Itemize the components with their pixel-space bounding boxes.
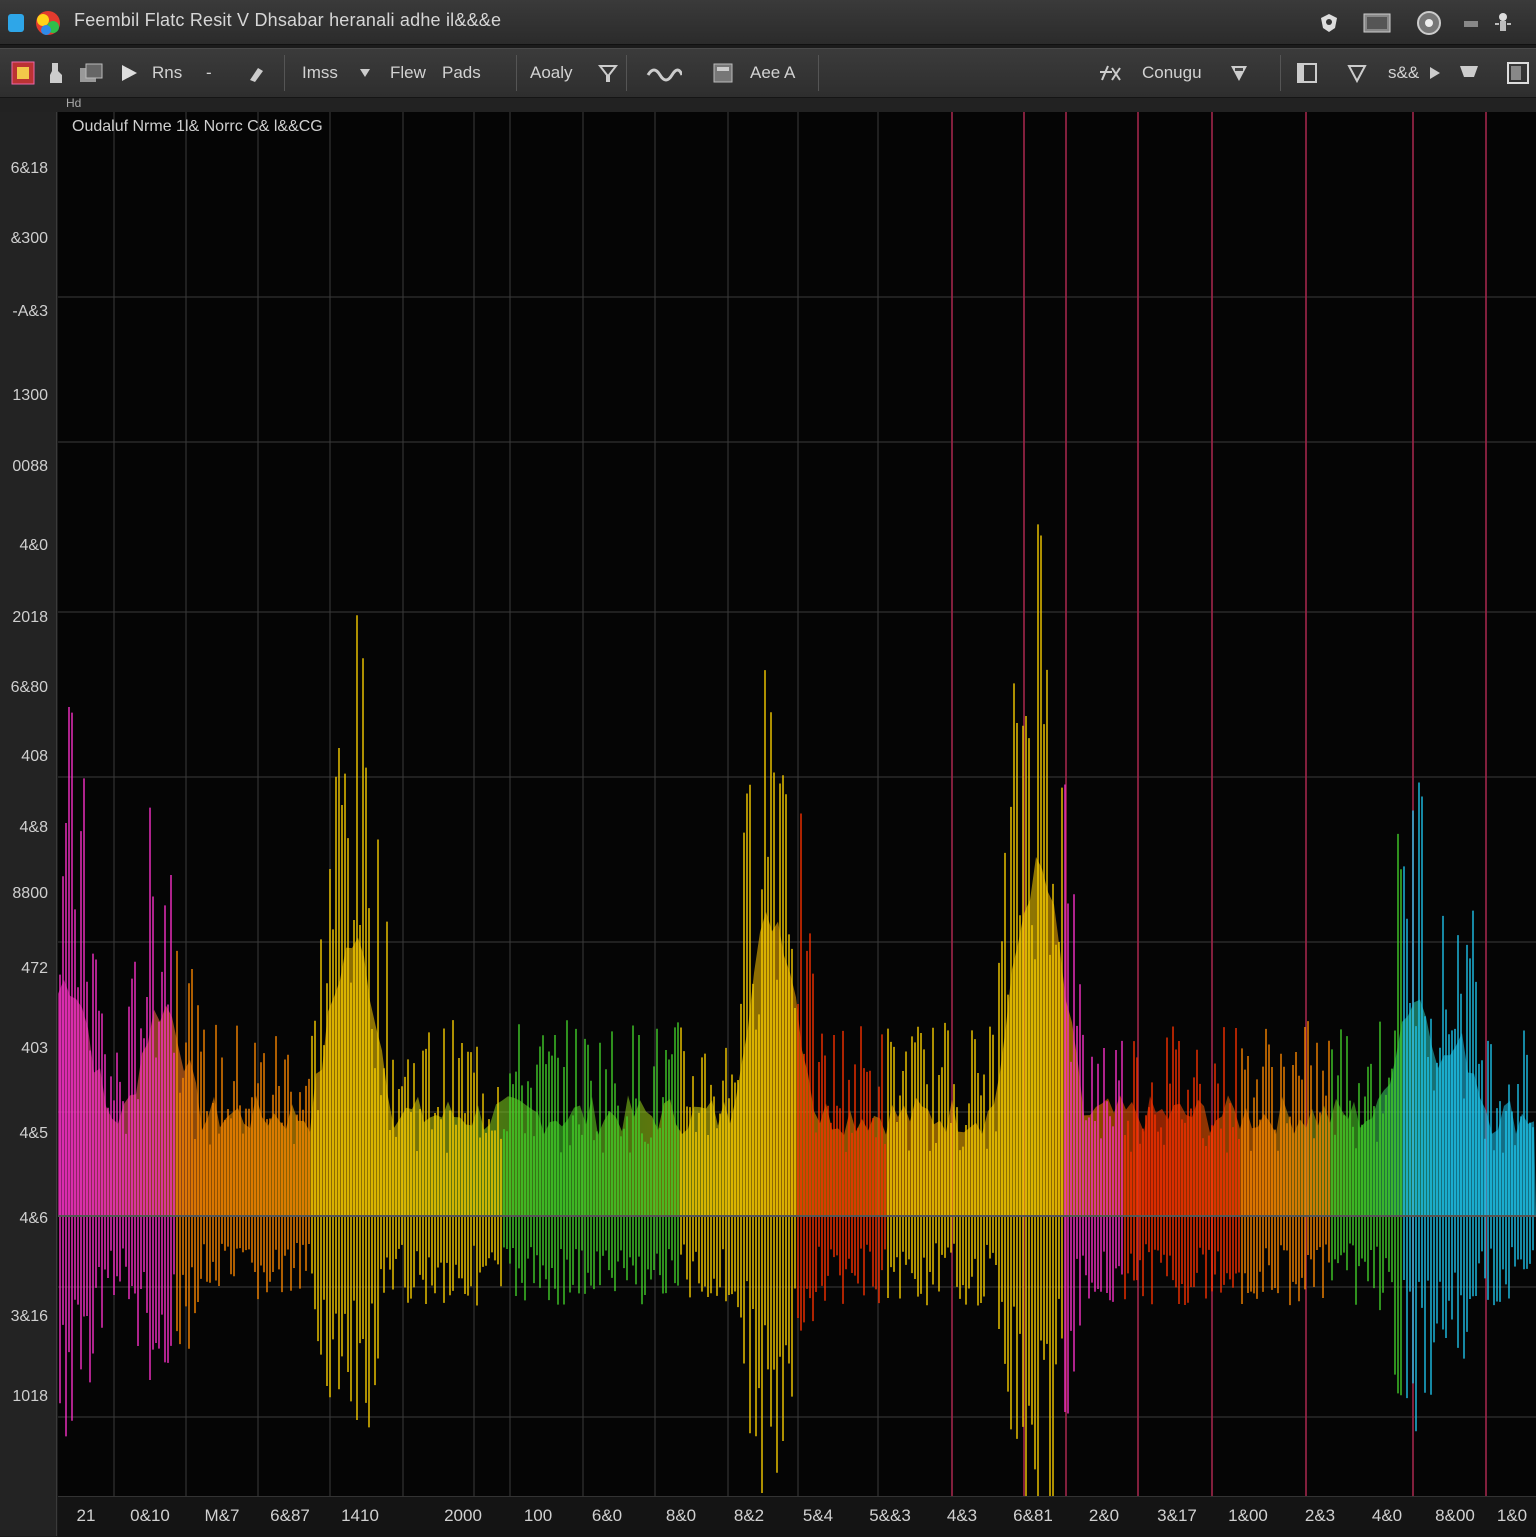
x-tick-label: 8&0 — [665, 1506, 697, 1525]
apply-button[interactable]: Aoaly — [530, 57, 573, 89]
y-tick-label: 3&16 — [10, 1308, 48, 1325]
settings-icon[interactable] — [1228, 57, 1250, 89]
y-tick-label: 4&6 — [19, 1210, 48, 1227]
apply-label: Aoaly — [530, 63, 573, 82]
x-tick-label: 5&4 — [802, 1506, 834, 1525]
tool-icon[interactable] — [46, 57, 66, 89]
x-tick-label: 1&00 — [1228, 1506, 1268, 1525]
y-tick-label: 4&8 — [19, 819, 48, 836]
strip-label: Hd — [66, 96, 82, 110]
play-icon[interactable] — [118, 57, 140, 89]
waveform-canvas — [58, 112, 1536, 1496]
y-tick-label: 6&80 — [10, 679, 48, 696]
toolbar-separator — [284, 55, 285, 91]
y-axis-rail — [0, 112, 57, 1536]
x-tick-label: 100 — [523, 1506, 553, 1525]
x-tick-label: 3&17 — [1157, 1506, 1197, 1525]
y-tick-label: 472 — [21, 960, 48, 977]
brush-icon[interactable] — [246, 57, 268, 89]
y-tick-label: &300 — [10, 230, 48, 247]
y-tick-label: 8800 — [12, 885, 48, 902]
y-tick-label: 403 — [21, 1040, 48, 1057]
y-tick-label: 6&18 — [10, 160, 48, 177]
x-tick-label: 21 — [76, 1506, 96, 1525]
window-title: Feembil Flatc Resit V Dhsabar heranali a… — [74, 10, 502, 30]
record-icon[interactable] — [1414, 8, 1444, 38]
y-tick-label: 408 — [21, 748, 48, 765]
x-tick-label: 6&87 — [270, 1506, 310, 1525]
panel-icon[interactable] — [712, 57, 734, 89]
grid-icon[interactable] — [10, 57, 36, 89]
app-logo-icon — [8, 11, 60, 35]
arrow-icon[interactable] — [1428, 57, 1442, 89]
x-tick-label: 2&3 — [1304, 1506, 1336, 1525]
y-tick-label: 1018 — [12, 1388, 48, 1405]
function-icon[interactable] — [1098, 57, 1122, 89]
x-tick-label: 1410 — [341, 1506, 379, 1525]
area-button[interactable]: Aee A — [750, 57, 795, 89]
x-tick-label: 1&0 — [1496, 1506, 1528, 1525]
shield-icon[interactable] — [1314, 8, 1344, 38]
x-tick-label: 2000 — [444, 1506, 482, 1525]
y-tick-label: 1300 — [12, 387, 48, 404]
cup-icon[interactable] — [1458, 57, 1480, 89]
x-tick-label: 5&&3 — [869, 1506, 911, 1525]
y-tick-label: 2018 — [12, 609, 48, 626]
config-label: Conugu — [1142, 63, 1202, 82]
x-tick-label: 8&00 — [1435, 1506, 1475, 1525]
flew-button[interactable]: Flew — [390, 57, 426, 89]
pads-button[interactable]: Pads — [442, 57, 481, 89]
x-tick-label: 0&10 — [130, 1506, 170, 1525]
y-tick-label: 4&0 — [19, 537, 48, 554]
flew-label: Flew — [390, 63, 426, 82]
x-axis-bar — [58, 1496, 1536, 1537]
config-button[interactable]: Conugu — [1142, 57, 1202, 89]
layout-icon[interactable] — [1296, 57, 1318, 89]
x-tick-label: 4&0 — [1371, 1506, 1403, 1525]
minimize-icon[interactable] — [1456, 8, 1486, 38]
scale-label: s&& — [1388, 63, 1420, 82]
imss-button[interactable]: Imss — [302, 57, 338, 89]
layer-icon[interactable] — [78, 57, 104, 89]
x-tick-label: 2&0 — [1088, 1506, 1120, 1525]
y-tick-label: -A&3 — [12, 303, 48, 320]
dash-button[interactable]: - — [206, 57, 212, 89]
toolbar-separator — [1280, 55, 1281, 91]
wave-icon[interactable] — [646, 57, 682, 89]
title-bar: Feembil Flatc Resit V Dhsabar heranali a… — [0, 0, 1536, 45]
info-strip: Hd — [0, 96, 1536, 112]
sidebar-toggle-icon[interactable] — [1506, 57, 1530, 89]
toolbar-separator — [818, 55, 819, 91]
dash-label: - — [206, 63, 212, 82]
filter-icon[interactable] — [598, 57, 618, 89]
scale-button[interactable]: s&& — [1388, 57, 1419, 89]
marker-icon[interactable] — [1346, 57, 1368, 89]
plot-title: Oudaluf Nrme 1l& Norrc C& l&&CG — [72, 118, 323, 135]
x-tick-label: 6&81 — [1013, 1506, 1053, 1525]
run-button[interactable]: Rns — [152, 57, 182, 89]
x-tick-label: 6&0 — [591, 1506, 623, 1525]
toolbar: Rns - Imss Flew Pads Aoaly Aee A Conugu … — [0, 48, 1536, 99]
toolbar-separator — [516, 55, 517, 91]
run-label: Rns — [152, 63, 183, 82]
pin-icon[interactable] — [1488, 8, 1518, 38]
y-tick-label: 4&5 — [19, 1125, 48, 1142]
dropdown-icon[interactable] — [358, 57, 372, 89]
x-tick-label: 8&2 — [733, 1506, 765, 1525]
imss-label: Imss — [302, 63, 338, 82]
pads-label: Pads — [442, 63, 481, 82]
area-label: Aee A — [750, 63, 796, 82]
x-tick-label: M&7 — [204, 1506, 240, 1525]
y-tick-label: 0088 — [12, 458, 48, 475]
x-tick-label: 4&3 — [946, 1506, 978, 1525]
screen-icon[interactable] — [1362, 8, 1392, 38]
spectrum-plot[interactable] — [58, 112, 1536, 1496]
toolbar-separator — [626, 55, 627, 91]
